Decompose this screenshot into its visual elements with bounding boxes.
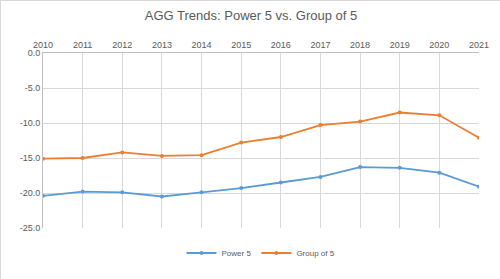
svg-text:0.0: 0.0 (28, 48, 41, 58)
svg-text:-15.0: -15.0 (20, 153, 41, 163)
svg-text:2010: 2010 (33, 40, 53, 50)
svg-text:2014: 2014 (192, 40, 212, 50)
svg-text:Power 5: Power 5 (222, 249, 252, 258)
svg-text:-25.0: -25.0 (20, 223, 41, 233)
svg-text:2011: 2011 (73, 40, 92, 50)
svg-text:2016: 2016 (271, 40, 291, 50)
svg-text:-5.0: -5.0 (25, 83, 41, 93)
svg-text:2021: 2021 (469, 40, 489, 50)
svg-text:2017: 2017 (310, 40, 330, 50)
svg-text:2019: 2019 (390, 40, 410, 50)
svg-text:2015: 2015 (231, 40, 251, 50)
svg-text:2020: 2020 (429, 40, 449, 50)
svg-text:-10.0: -10.0 (20, 118, 41, 128)
svg-text:Group of 5: Group of 5 (296, 249, 334, 258)
svg-text:-20.0: -20.0 (20, 188, 41, 198)
svg-text:AGG Trends: Power 5 vs. Group: AGG Trends: Power 5 vs. Group of 5 (145, 8, 357, 23)
svg-text:2012: 2012 (112, 40, 132, 50)
svg-text:2013: 2013 (152, 40, 172, 50)
svg-text:2018: 2018 (350, 40, 370, 50)
